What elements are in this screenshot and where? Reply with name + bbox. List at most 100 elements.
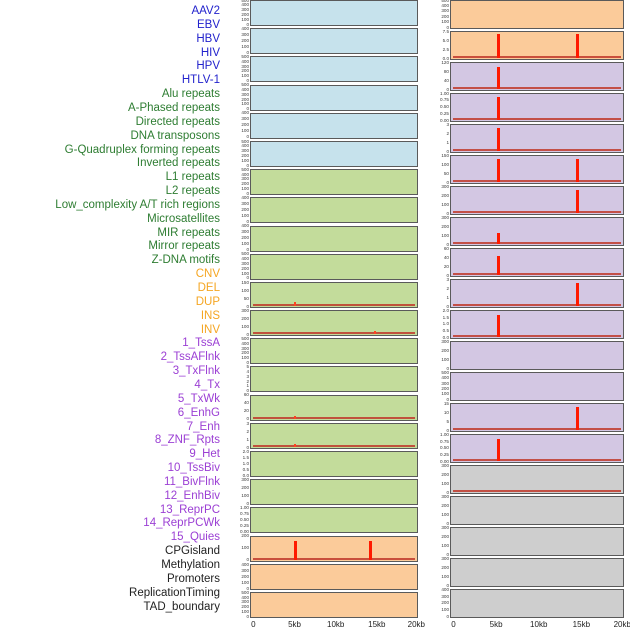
row-label-6-enhg: 6_EnhG (177, 406, 220, 419)
track-box (450, 248, 624, 277)
track-baseline (252, 557, 416, 560)
y-tick-label: 0 (446, 86, 449, 92)
y-tick-label: 500 (441, 369, 449, 375)
y-tick-label: 0.0 (442, 55, 449, 61)
track-peak-bar (496, 128, 500, 151)
y-tick-label: 400 (241, 340, 249, 346)
y-tick-label: 200 (241, 315, 249, 321)
track-box (450, 558, 624, 587)
y-tick-label: 400 (241, 171, 249, 177)
row-label-9-het: 9_Het (189, 448, 220, 461)
y-tick-label: 200 (241, 350, 249, 356)
track-plot-area (451, 497, 623, 524)
y-tick-label: 0 (446, 489, 449, 495)
track-baseline (452, 272, 622, 275)
y-tick-label: 4 (246, 368, 249, 374)
y-tick-label: 200 (441, 502, 449, 508)
y-tick-label: 100 (241, 43, 249, 49)
track-box (250, 592, 418, 618)
y-tick-label: 5 (246, 364, 249, 370)
y-tick-label: 0 (246, 416, 249, 422)
y-tick-label: 500 (241, 82, 249, 88)
row-label-hpv: HPV (196, 60, 220, 73)
track-baseline (452, 86, 622, 89)
track-box (250, 56, 418, 83)
y-tick-label: 0 (246, 21, 249, 27)
y-tick-label: 0.0 (442, 334, 449, 340)
track-plot-area (251, 367, 417, 391)
track-baseline (452, 489, 622, 492)
y-tick-label: 0 (246, 331, 249, 337)
y-tick-label: 500 (241, 589, 249, 595)
y-tick-label: 200 (441, 533, 449, 539)
y-tick-label: 0.50 (440, 104, 449, 110)
y-tick-label: 200 (441, 13, 449, 19)
y-tick-label: 100 (441, 542, 449, 548)
y-tick-label: 1.00 (440, 431, 449, 437)
track-box (250, 84, 418, 111)
left-panel-yaxis: 0 100 200 300 400 500 0 100 200 300 400 0 100 200 300 4… (228, 0, 250, 618)
y-tick-label: 500 (241, 251, 249, 257)
track-peak-bar (496, 439, 500, 461)
y-tick-label: 0.00 (440, 117, 449, 123)
track-box (250, 197, 418, 224)
track-plot-area (251, 142, 417, 166)
y-tick-label: 100 (441, 19, 449, 25)
row-label-10-tssbiv: 10_TssBiv (167, 462, 220, 475)
y-tick-label: 500 (241, 138, 249, 144)
y-tick-label: 0.50 (440, 445, 449, 451)
track-box (450, 527, 624, 556)
row-label-microsatellites: Microsatellites (147, 212, 220, 225)
y-tick-label: 0 (246, 613, 249, 619)
track-box (450, 465, 624, 494)
track-plot-area (251, 339, 417, 363)
x-tick-label: 0 (451, 620, 456, 629)
track-box (250, 225, 418, 252)
y-tick-label: 2.5 (442, 46, 449, 52)
y-tick-label: 0 (446, 613, 449, 619)
track-box (250, 507, 418, 534)
track-plot-area (251, 311, 417, 335)
y-tick-label: 60 (243, 392, 249, 398)
y-tick-label: 200 (241, 573, 249, 579)
y-tick-label: 200 (241, 207, 249, 213)
y-tick-label: 40 (243, 400, 249, 406)
y-tick-label: 100 (441, 232, 449, 238)
y-tick-label: 0 (446, 241, 449, 247)
y-tick-label: 100 (441, 391, 449, 397)
row-label-14-reprpcwk: 14_ReprPCWk (143, 517, 220, 530)
y-tick-label: 300 (441, 183, 449, 189)
y-tick-label: 200 (441, 385, 449, 391)
y-tick-label: 0 (446, 520, 449, 526)
row-label-dup: DUP (195, 295, 220, 308)
y-tick-label: 300 (241, 345, 249, 351)
x-tick-label: 10kb (530, 620, 548, 629)
track-baseline (252, 416, 416, 419)
track-box (450, 62, 624, 91)
y-tick-label: 0 (246, 49, 249, 55)
y-tick-label: 500 (441, 0, 449, 3)
y-tick-label: 200 (241, 122, 249, 128)
y-tick-label: 60 (443, 245, 449, 251)
track-peak-bar (575, 159, 579, 182)
y-tick-label: 0 (446, 210, 449, 216)
track-plot-area (251, 565, 417, 589)
y-tick-label: 0.00 (440, 458, 449, 464)
track-box (450, 0, 624, 29)
y-tick-label: 100 (441, 573, 449, 579)
track-plot-area (451, 435, 623, 462)
track-box (250, 479, 418, 506)
track-peak-bar (496, 97, 500, 120)
track-box (250, 422, 418, 449)
y-tick-label: 100 (441, 161, 449, 167)
y-tick-label: 0.75 (240, 511, 249, 517)
y-tick-label: 200 (241, 12, 249, 18)
y-tick-label: 1.0 (442, 321, 449, 327)
y-tick-label: 0 (246, 500, 249, 506)
track-box (250, 394, 418, 421)
y-tick-label: 500 (241, 54, 249, 60)
track-box (250, 28, 418, 55)
y-tick-label: 400 (241, 195, 249, 201)
y-tick-label: 0.5 (242, 466, 249, 472)
row-label-del: DEL (197, 282, 220, 294)
